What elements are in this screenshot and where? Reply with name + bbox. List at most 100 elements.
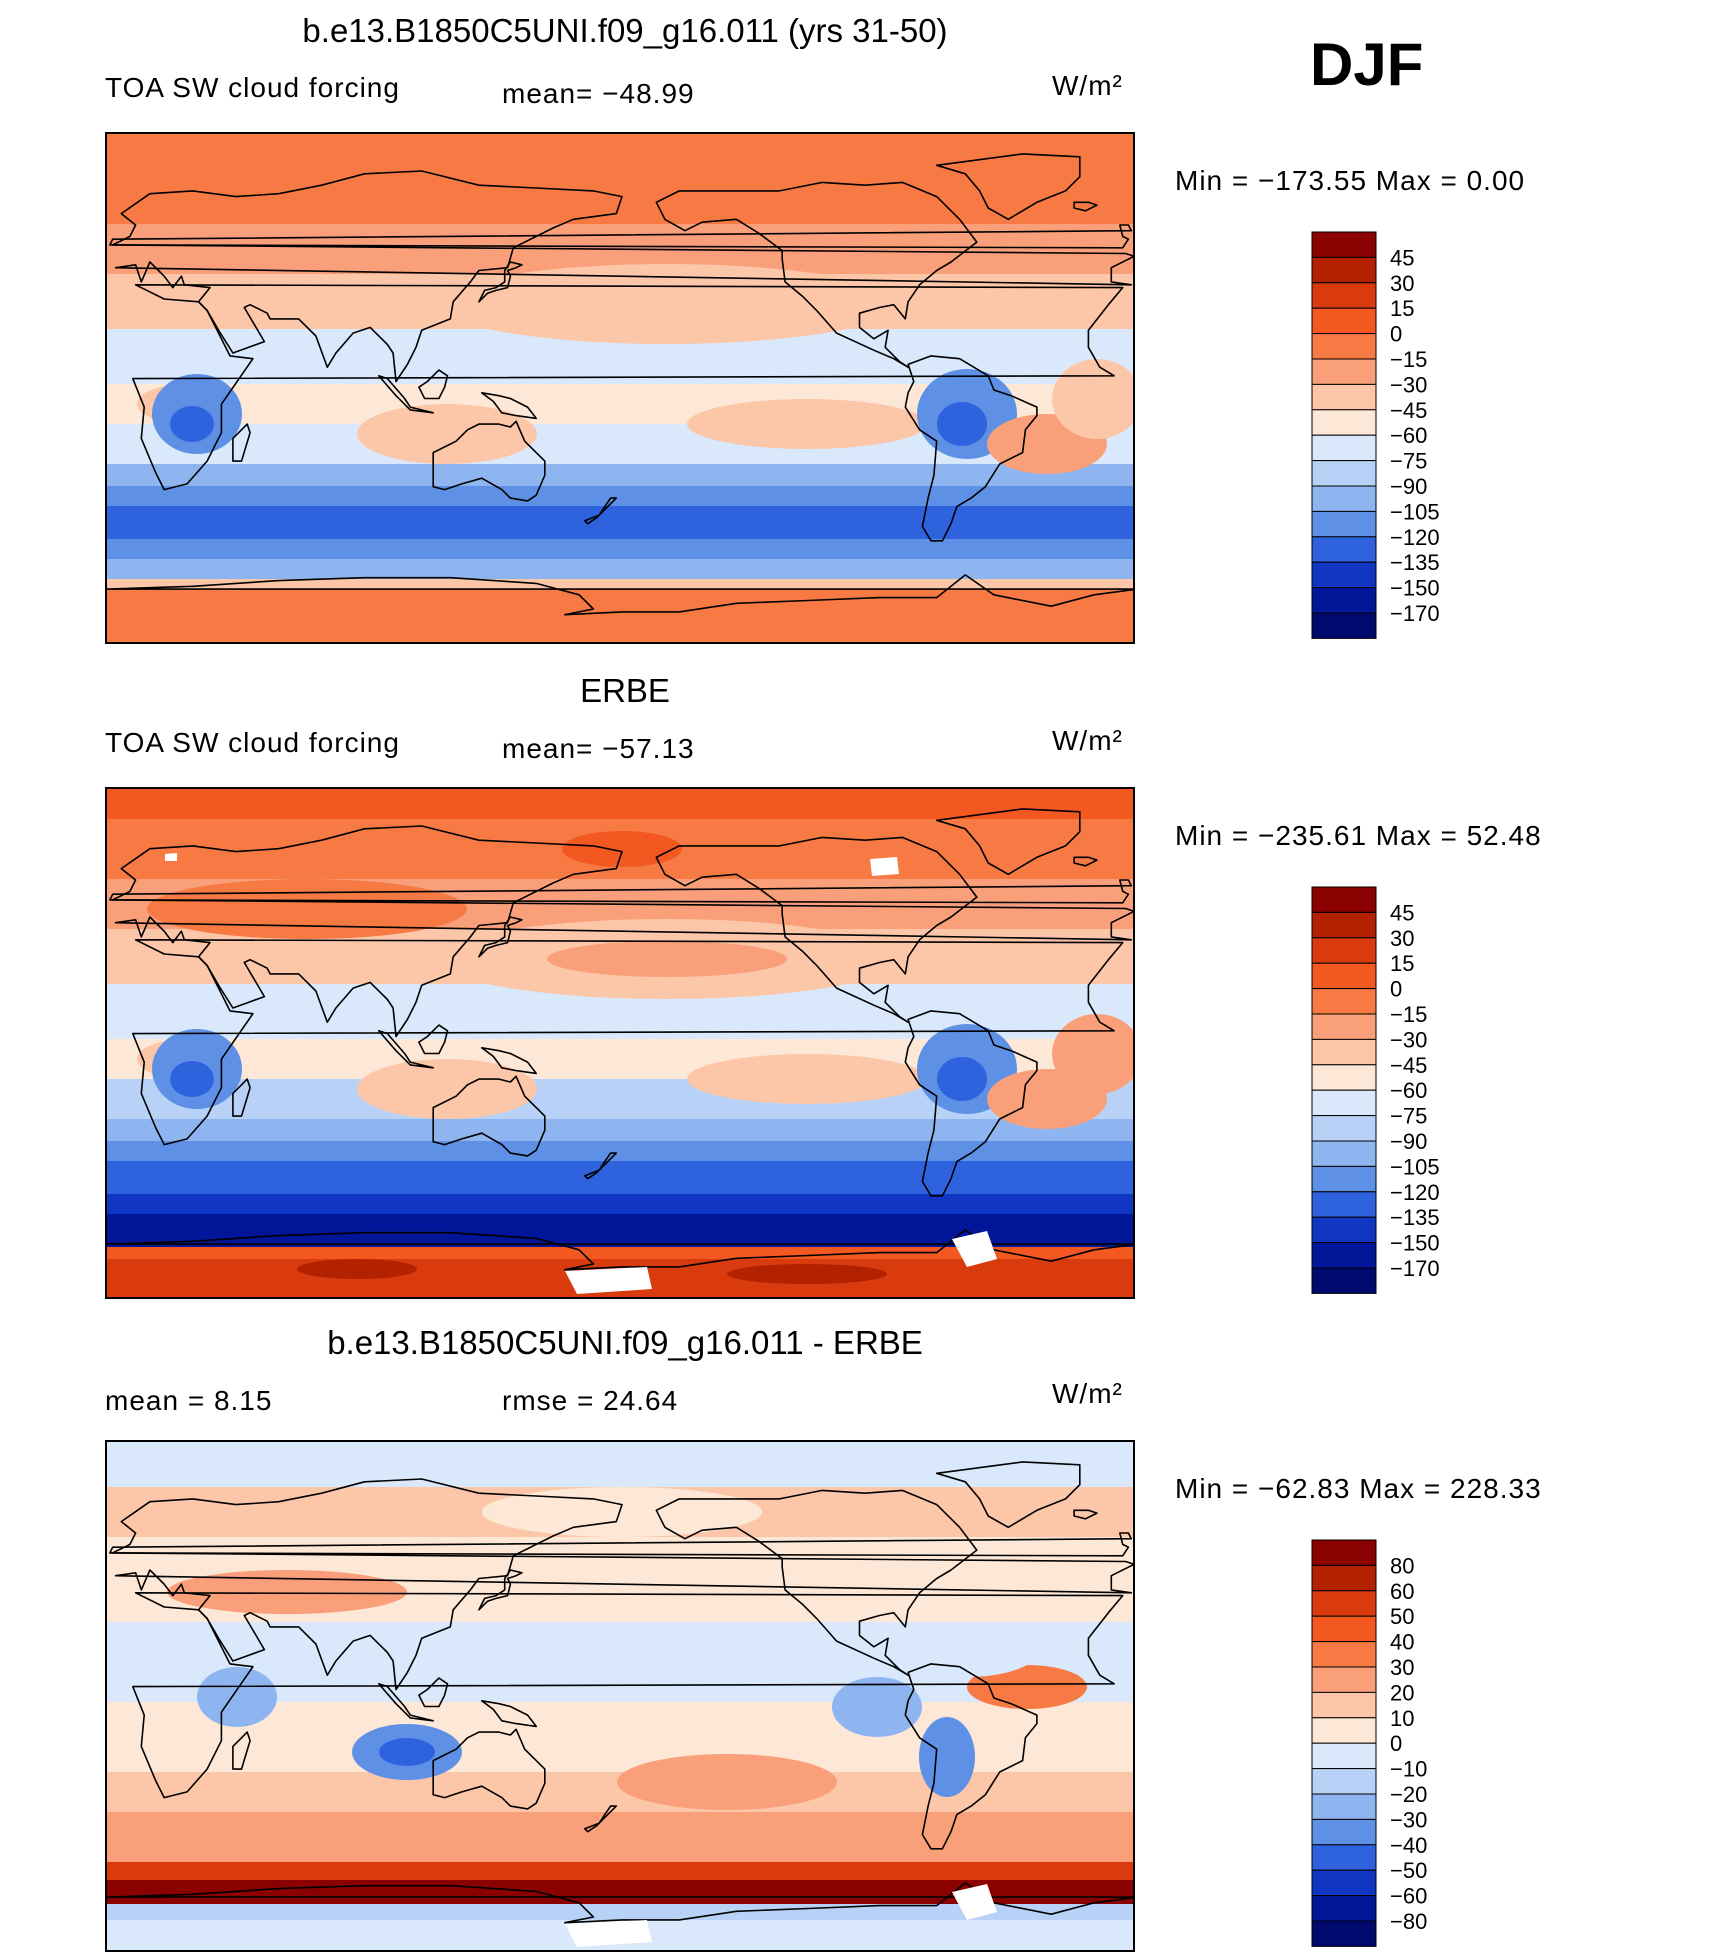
colorbar-box-11	[1311, 1818, 1377, 1846]
colorbar-box-15	[1311, 1267, 1377, 1294]
panel-3-rmse-label: rmse = 24.64	[502, 1385, 679, 1416]
colorbar-box-5	[1311, 1013, 1377, 1040]
colorbar-box-12	[1311, 1844, 1377, 1871]
colorbar-box-5	[1311, 1666, 1377, 1693]
colorbar-box-11	[1311, 510, 1377, 538]
colorbar-box-14	[1311, 1895, 1377, 1922]
colorbar-tick-label: −90	[1390, 1129, 1427, 1154]
colorbar-tick-label: −20	[1390, 1782, 1427, 1807]
colorbar-tick-label: −30	[1390, 1807, 1427, 1832]
panel-3-units: W/m²	[1052, 1378, 1123, 1409]
colorbar-tick-label: 10	[1390, 1706, 1414, 1731]
colorbar-box-11	[1311, 1165, 1377, 1193]
colorbar-tick-label: −90	[1390, 474, 1427, 499]
colorbar-box-13	[1311, 1216, 1377, 1244]
colorbar-tick-label: 0	[1390, 977, 1402, 1002]
colorbar-box-15	[1311, 612, 1377, 639]
colorbar-tick-label: −120	[1390, 525, 1440, 550]
panel-1-title: b.e13.B1850C5UNI.f09_g16.011 (yrs 31-50)	[302, 12, 948, 49]
colorbar-box-0	[1311, 1539, 1377, 1566]
panel-3-mean-label: mean = 8.15	[105, 1385, 273, 1416]
colorbar-box-10	[1311, 1140, 1377, 1167]
colorbar-box-7	[1311, 409, 1377, 436]
colorbar-box-3	[1311, 1615, 1377, 1643]
colorbar-tick-label: 20	[1390, 1680, 1414, 1705]
colorbar-box-10	[1311, 485, 1377, 512]
colorbar-tick-label: −15	[1390, 347, 1427, 372]
colorbar-box-4	[1311, 333, 1377, 360]
colorbar-tick-label: 30	[1390, 1655, 1414, 1680]
colorbar-box-0	[1311, 886, 1377, 913]
colorbar-tick-label: −15	[1390, 1002, 1427, 1027]
colorbar-box-6	[1311, 1691, 1377, 1719]
colorbar-box-7	[1311, 1717, 1377, 1744]
colorbar-box-8	[1311, 1742, 1377, 1770]
colorbar-tick-label: −75	[1390, 1104, 1427, 1129]
colorbar-box-1	[1311, 911, 1377, 939]
colorbar-box-4	[1311, 1641, 1377, 1668]
colorbar-box-0	[1311, 231, 1377, 258]
colorbar-box-2	[1311, 282, 1377, 309]
colorbar-tick-label: −60	[1390, 1884, 1427, 1909]
colorbar-box-9	[1311, 460, 1377, 487]
panel-1-minmax: Min = −173.55 Max = 0.00	[1175, 165, 1526, 196]
colorbar-tick-label: −75	[1390, 449, 1427, 474]
colorbar-box-3	[1311, 307, 1377, 335]
panel-1-map	[105, 132, 1135, 644]
panel-1-colorbar: 45 30 15 0 −15 −30 −45 −60 −75 −90 −105 −120 −135 −15…	[1311, 231, 1512, 642]
colorbar-box-10	[1311, 1793, 1377, 1820]
colorbar-tick-label: 60	[1390, 1579, 1414, 1604]
colorbar-tick-label: −80	[1390, 1909, 1427, 1934]
colorbar-tick-label: 0	[1390, 322, 1402, 347]
colorbar-box-8	[1311, 434, 1377, 462]
panel-1-units: W/m²	[1052, 70, 1123, 101]
colorbar-box-6	[1311, 1038, 1377, 1066]
colorbar-box-4	[1311, 988, 1377, 1015]
colorbar-tick-label: −120	[1390, 1180, 1440, 1205]
colorbar-tick-label: 45	[1390, 245, 1414, 270]
season-label: DJF	[1310, 31, 1424, 98]
colorbar-tick-label: 40	[1390, 1630, 1414, 1655]
panel-2-variable-label: TOA SW cloud forcing	[105, 727, 400, 758]
colorbar-box-1	[1311, 1564, 1377, 1592]
panel-3-minmax: Min = −62.83 Max = 228.33	[1175, 1473, 1542, 1504]
panel-1-mean-label: mean= −48.99	[502, 78, 695, 109]
colorbar-tick-label: 15	[1390, 296, 1414, 321]
colorbar-box-13	[1311, 561, 1377, 589]
colorbar-box-2	[1311, 937, 1377, 964]
colorbar-box-8	[1311, 1089, 1377, 1117]
panel-3-map	[105, 1440, 1135, 1952]
colorbar-box-5	[1311, 358, 1377, 385]
panel-3-colorbar: 80 60 50 40 30 20 10 0 −10 −20 −30 −40 −50 −60 −80	[1311, 1539, 1512, 1950]
colorbar-tick-label: −50	[1390, 1858, 1427, 1883]
colorbar-box-13	[1311, 1869, 1377, 1897]
colorbar-tick-label: −40	[1390, 1833, 1427, 1858]
colorbar-box-9	[1311, 1768, 1377, 1795]
panel-2-title: ERBE	[580, 672, 670, 709]
colorbar-box-6	[1311, 383, 1377, 411]
colorbar-tick-label: −170	[1390, 601, 1440, 626]
panel-2-minmax: Min = −235.61 Max = 52.48	[1175, 820, 1542, 851]
colorbar-tick-label: 80	[1390, 1553, 1414, 1578]
colorbar-box-15	[1311, 1920, 1377, 1947]
panel-2-units: W/m²	[1052, 725, 1123, 756]
colorbar-tick-label: −170	[1390, 1256, 1440, 1281]
colorbar-box-9	[1311, 1115, 1377, 1142]
colorbar-tick-label: 50	[1390, 1604, 1414, 1629]
colorbar-tick-label: −10	[1390, 1757, 1427, 1782]
colorbar-tick-label: 30	[1390, 926, 1414, 951]
colorbar-tick-label: 15	[1390, 951, 1414, 976]
colorbar-box-3	[1311, 962, 1377, 990]
colorbar-tick-label: −30	[1390, 1027, 1427, 1052]
colorbar-tick-label: 45	[1390, 900, 1414, 925]
colorbar-box-1	[1311, 256, 1377, 284]
colorbar-tick-label: −60	[1390, 1078, 1427, 1103]
colorbar-box-12	[1311, 1191, 1377, 1218]
colorbar-tick-label: −30	[1390, 372, 1427, 397]
colorbar-tick-label: −135	[1390, 1205, 1440, 1230]
colorbar-tick-label: −135	[1390, 550, 1440, 575]
colorbar-tick-label: −45	[1390, 398, 1427, 423]
colorbar-tick-label: −45	[1390, 1053, 1427, 1078]
panel-2-map	[105, 787, 1135, 1299]
colorbar-box-14	[1311, 587, 1377, 614]
